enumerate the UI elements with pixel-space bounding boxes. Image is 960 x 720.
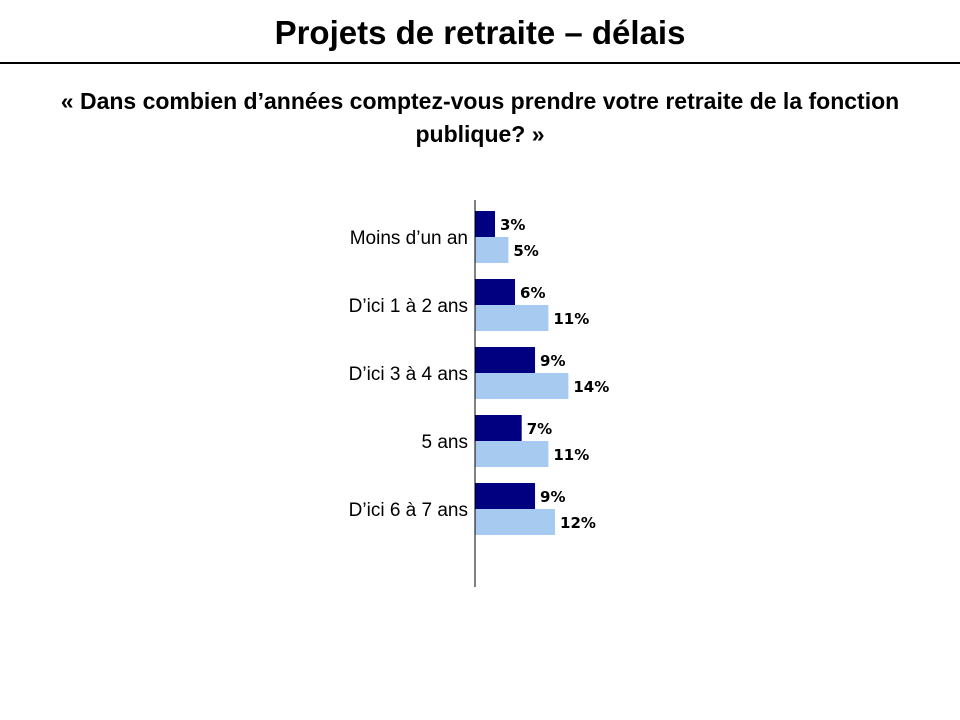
data-label-series2-moins-d-un-an: 5% xyxy=(513,242,538,260)
bar-series1-5-ans xyxy=(475,415,522,441)
category-label-d-ici-1-a-2-ans: D’ici 1 à 2 ans xyxy=(349,296,468,317)
bar-series2-d-ici-3-a-4-ans xyxy=(475,373,569,399)
bar-series2-5-ans xyxy=(475,441,549,467)
data-label-series2-5-ans: 11% xyxy=(553,446,589,464)
bar-series1-moins-d-un-an xyxy=(475,211,496,237)
data-label-series2-d-ici-1-a-2-ans: 11% xyxy=(553,310,589,328)
category-label-moins-d-un-an: Moins d’un an xyxy=(350,228,468,249)
data-label-series2-d-ici-6-a-7-ans: 12% xyxy=(560,514,596,532)
category-label-d-ici-6-a-7-ans: D’ici 6 à 7 ans xyxy=(349,500,468,521)
bar-series1-d-ici-1-a-2-ans xyxy=(475,279,516,305)
bar-series1-d-ici-6-a-7-ans xyxy=(475,483,536,509)
bar-series2-d-ici-6-a-7-ans xyxy=(475,509,556,535)
data-label-series1-d-ici-3-a-4-ans: 9% xyxy=(540,352,565,370)
bar-series1-d-ici-3-a-4-ans xyxy=(475,347,536,373)
bar-series2-d-ici-1-a-2-ans xyxy=(475,305,549,331)
bar-series2-moins-d-un-an xyxy=(475,237,509,263)
bars-group: Moins d’un an 3% 5% D’ici 1 à 2 ans 6% 11% D’i… xyxy=(349,211,609,535)
page-title: Projets de retraite – délais xyxy=(274,14,686,51)
survey-question: « Dans combien d’années comptez-vous pre… xyxy=(60,88,900,147)
category-label-d-ici-3-a-4-ans: D’ici 3 à 4 ans xyxy=(349,364,468,385)
data-label-series2-d-ici-3-a-4-ans: 14% xyxy=(573,378,609,396)
data-label-series1-d-ici-6-a-7-ans: 9% xyxy=(540,488,565,506)
data-label-series1-d-ici-1-a-2-ans: 6% xyxy=(520,284,545,302)
data-label-series1-moins-d-un-an: 3% xyxy=(500,216,525,234)
data-label-series1-5-ans: 7% xyxy=(527,420,552,438)
category-label-5-ans: 5 ans xyxy=(422,432,468,453)
title-divider xyxy=(0,62,960,64)
